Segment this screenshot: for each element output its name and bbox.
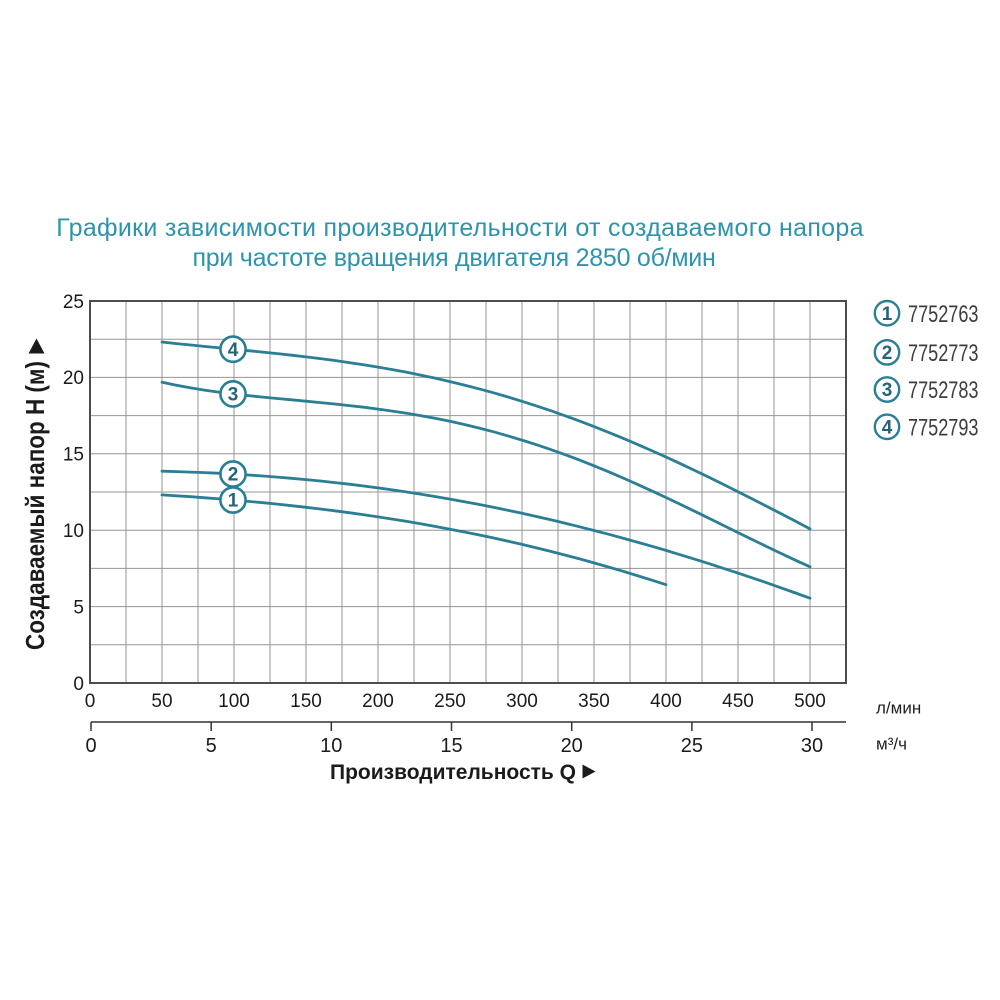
- svg-text:15: 15: [63, 445, 84, 466]
- svg-text:1: 1: [228, 491, 239, 512]
- svg-text:350: 350: [578, 691, 610, 712]
- svg-text:0: 0: [73, 674, 84, 695]
- svg-text:10: 10: [63, 521, 84, 542]
- svg-text:400: 400: [650, 691, 682, 712]
- svg-text:7752763: 7752763: [908, 301, 979, 328]
- svg-text:5: 5: [206, 735, 217, 757]
- svg-text:250: 250: [434, 691, 466, 712]
- svg-text:450: 450: [722, 691, 754, 712]
- svg-text:2: 2: [882, 343, 893, 364]
- svg-text:Графики зависимости производит: Графики зависимости производительности о…: [56, 214, 864, 242]
- svg-text:25: 25: [63, 292, 84, 313]
- svg-text:50: 50: [151, 691, 172, 712]
- svg-text:500: 500: [794, 691, 826, 712]
- svg-text:4: 4: [882, 418, 893, 439]
- svg-text:0: 0: [85, 735, 96, 757]
- svg-text:100: 100: [218, 691, 250, 712]
- svg-text:20: 20: [63, 368, 84, 389]
- svg-text:2: 2: [228, 465, 239, 486]
- svg-text:при частоте вращения двигателя: при частоте вращения двигателя 2850 об/м…: [192, 244, 715, 272]
- svg-text:л/мин: л/мин: [876, 699, 921, 718]
- svg-text:м³/ч: м³/ч: [876, 735, 907, 754]
- svg-text:200: 200: [362, 691, 394, 712]
- svg-text:20: 20: [561, 735, 583, 757]
- svg-text:7752793: 7752793: [908, 414, 979, 441]
- svg-text:3: 3: [882, 380, 893, 401]
- svg-text:30: 30: [801, 735, 823, 757]
- svg-text:150: 150: [290, 691, 322, 712]
- svg-text:7752783: 7752783: [908, 377, 979, 404]
- svg-text:3: 3: [228, 385, 239, 406]
- svg-text:0: 0: [85, 691, 96, 712]
- svg-text:7752773: 7752773: [908, 340, 979, 367]
- svg-text:25: 25: [681, 735, 703, 757]
- svg-text:1: 1: [882, 304, 893, 325]
- svg-text:15: 15: [440, 735, 462, 757]
- svg-text:10: 10: [320, 735, 342, 757]
- svg-text:300: 300: [506, 691, 538, 712]
- svg-text:5: 5: [73, 597, 84, 618]
- svg-text:Создаваемый напор H (м): Создаваемый напор H (м): [20, 361, 50, 650]
- svg-text:Производительность Q: Производительность Q: [330, 761, 576, 784]
- svg-text:4: 4: [228, 340, 239, 361]
